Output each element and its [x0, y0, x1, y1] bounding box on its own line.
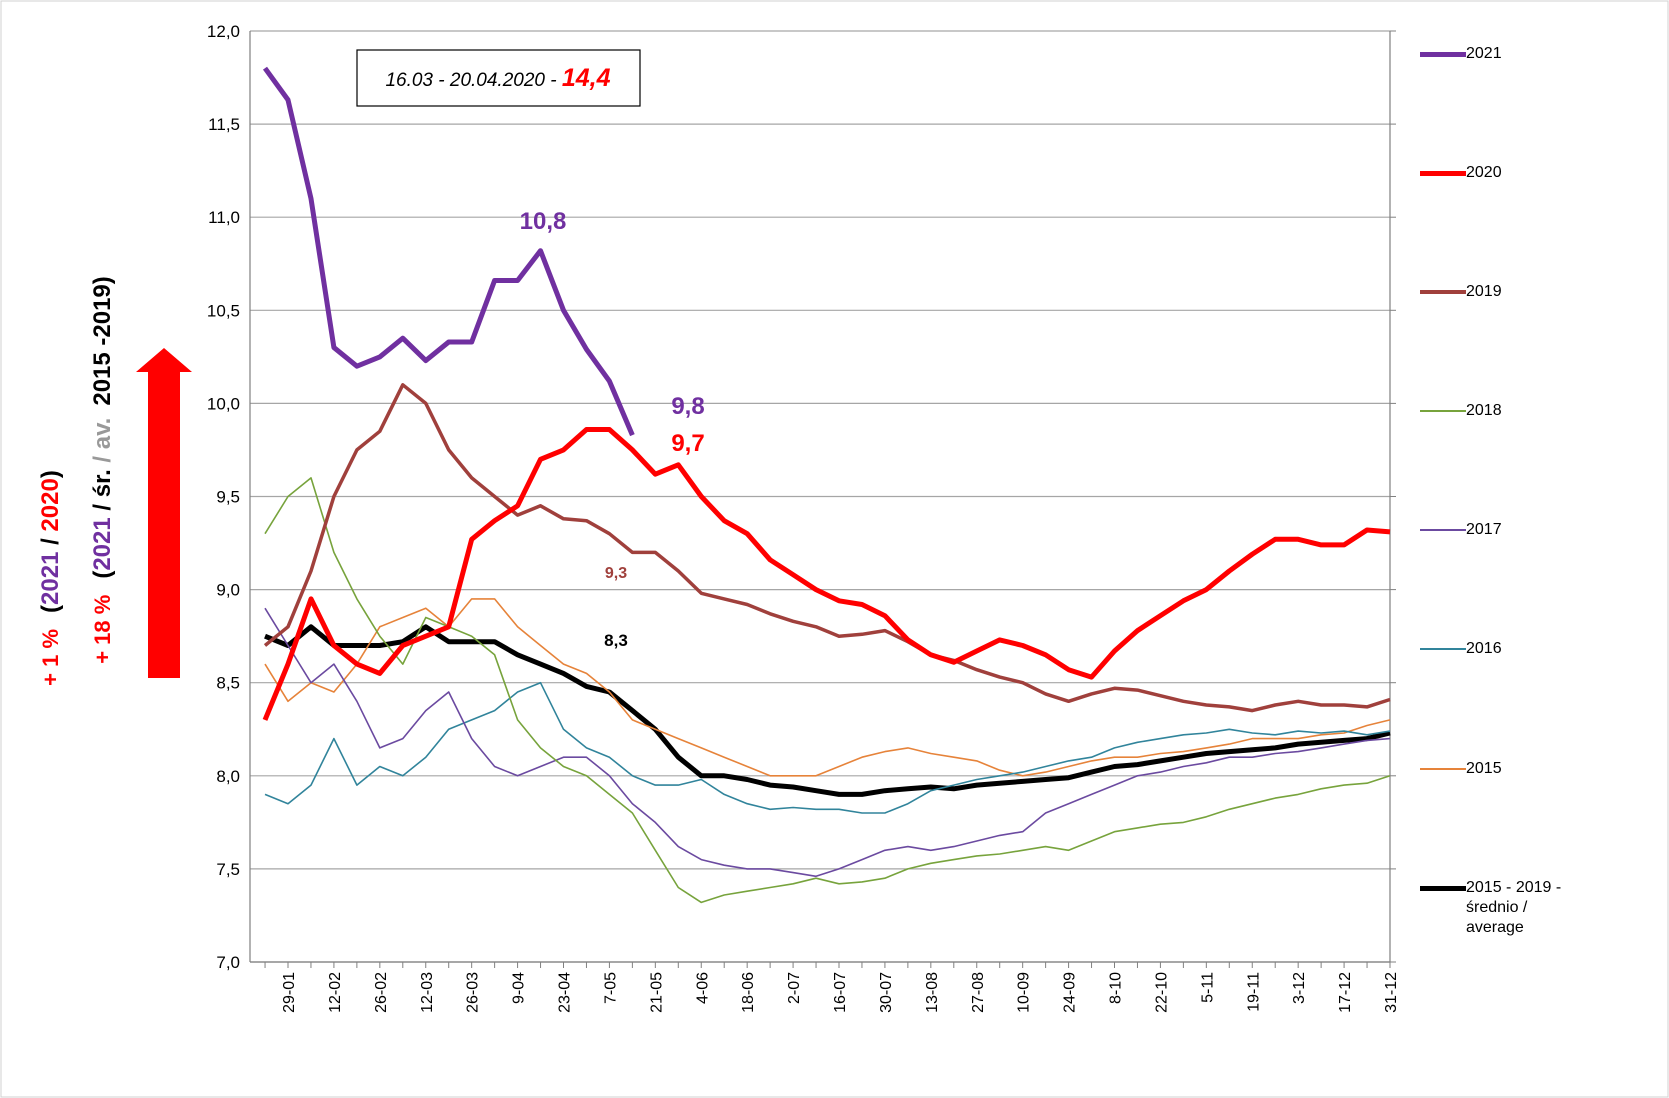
y-tick-label: 10,5: [207, 301, 240, 320]
side-note-part: /: [37, 532, 64, 552]
legend-label: 2016: [1466, 640, 1502, 657]
x-tick-label: 24-09: [1062, 972, 1079, 1013]
x-tick-label: 27-08: [970, 972, 987, 1013]
side-note-part: (: [37, 605, 64, 613]
legend-label: 2019: [1466, 283, 1502, 300]
y-tick-label: 11,0: [208, 208, 240, 227]
x-tick-label: 29-01: [281, 972, 298, 1013]
y-tick-label: 8,0: [216, 767, 240, 786]
arrow: [136, 348, 192, 678]
side-note-part: ): [37, 470, 64, 478]
series-line: [263, 383, 1391, 713]
legend-label: 2020: [1466, 164, 1502, 181]
series-line: [264, 681, 1391, 814]
y-tick-label: 8,5: [216, 674, 240, 693]
x-tick-label: 10-09: [1016, 972, 1033, 1013]
legend-swatch: [1420, 51, 1466, 57]
x-tick-label: 17-12: [1337, 972, 1354, 1013]
legend-label: 2015 - 2019 - średnio / average: [1466, 879, 1562, 936]
legend-item: 2016: [1420, 639, 1566, 659]
annotation: 9,3: [605, 565, 627, 582]
side-note-part: 2015 -2019): [89, 276, 116, 405]
x-tick-label: 18-06: [740, 972, 757, 1013]
side-note-part: 2021: [89, 517, 116, 570]
x-tick-label: 12-02: [327, 972, 344, 1013]
side-note: + 1 % (2021 / 2020): [37, 470, 64, 686]
x-tick-label: 31-12: [1383, 972, 1400, 1013]
legend-label: 2015: [1466, 760, 1502, 777]
legend-item: 2021: [1420, 44, 1566, 64]
legend-item: 2017: [1420, 520, 1566, 540]
legend-item: 2018: [1420, 401, 1566, 421]
series-line: [264, 624, 1391, 797]
x-tick-label: 30-07: [878, 972, 895, 1013]
x-tick-label: 5-11: [1199, 972, 1216, 1003]
y-tick-label: 7,5: [216, 860, 240, 879]
annotation: 9,8: [671, 393, 704, 420]
note-text: 16.03 - 20.04.2020 - 14,4: [385, 64, 610, 92]
x-tick-label: 23-04: [557, 972, 574, 1013]
x-tick-label: 3-12: [1291, 972, 1308, 1004]
x-tick-label: 13-08: [924, 972, 941, 1013]
note-box: [356, 49, 641, 107]
legend-label: 2017: [1466, 521, 1502, 538]
x-tick-label: 2-07: [786, 972, 803, 1004]
legend-item: 2020: [1420, 163, 1566, 183]
annotation: 10,8: [520, 208, 567, 235]
annotation: 9,7: [671, 430, 704, 457]
side-note-part: (: [89, 571, 116, 579]
legend-swatch: [1420, 648, 1466, 650]
x-tick-label: 16-07: [832, 972, 849, 1013]
x-tick-label: 22-10: [1153, 972, 1170, 1013]
legend-swatch: [1420, 410, 1466, 412]
side-note-part: 2020: [37, 478, 64, 531]
x-tick-label: 4-06: [694, 972, 711, 1004]
annotation: 8,3: [604, 631, 628, 650]
y-tick-label: 12,0: [207, 22, 240, 41]
legend-label: 2021: [1466, 45, 1502, 62]
legend-swatch: [1420, 290, 1466, 294]
note-part: 14,4: [562, 64, 611, 92]
y-tick-label: 11,5: [208, 115, 240, 134]
legend-swatch: [1420, 529, 1466, 531]
x-tick-label: 19-11: [1245, 972, 1262, 1012]
note-part: 16.03 - 20.04.2020 -: [385, 70, 561, 91]
side-note-part: 2021: [37, 552, 64, 605]
legend-label: 2018: [1466, 402, 1502, 419]
side-note-part: + 1 %: [38, 629, 63, 686]
x-tick-label: 26-03: [465, 972, 482, 1013]
x-tick-label: 9-04: [511, 972, 528, 1004]
side-note: + 18 % (2021 / śr. / av. 2015 -2019): [89, 276, 116, 664]
y-tick-label: 10,0: [207, 394, 240, 413]
legend-item: 2015: [1420, 759, 1566, 779]
legend-swatch: [1420, 170, 1466, 176]
legend-item: 2019: [1420, 282, 1566, 302]
series-line: [264, 477, 1391, 904]
legend-swatch: [1420, 885, 1466, 891]
y-tick-label: 7,0: [216, 953, 240, 972]
series-line: [262, 66, 635, 437]
series-line: [264, 607, 1391, 878]
legend-item: 2015 - 2019 - średnio / average: [1420, 878, 1566, 938]
side-note-part: / av.: [89, 418, 116, 463]
legend-swatch: [1420, 768, 1466, 770]
x-tick-label: 12-03: [419, 972, 436, 1013]
x-tick-label: 8-10: [1108, 972, 1125, 1004]
x-tick-label: 26-02: [373, 972, 390, 1013]
x-tick-label: 21-05: [648, 972, 665, 1013]
side-note-part: + 18 %: [90, 595, 115, 664]
series-line: [264, 598, 1391, 777]
series-line: [262, 427, 1391, 721]
y-tick-label: 9,0: [216, 581, 240, 600]
y-tick-label: 9,5: [216, 488, 240, 507]
x-tick-label: 7-05: [602, 972, 619, 1004]
side-note-part: / śr.: [89, 463, 116, 518]
